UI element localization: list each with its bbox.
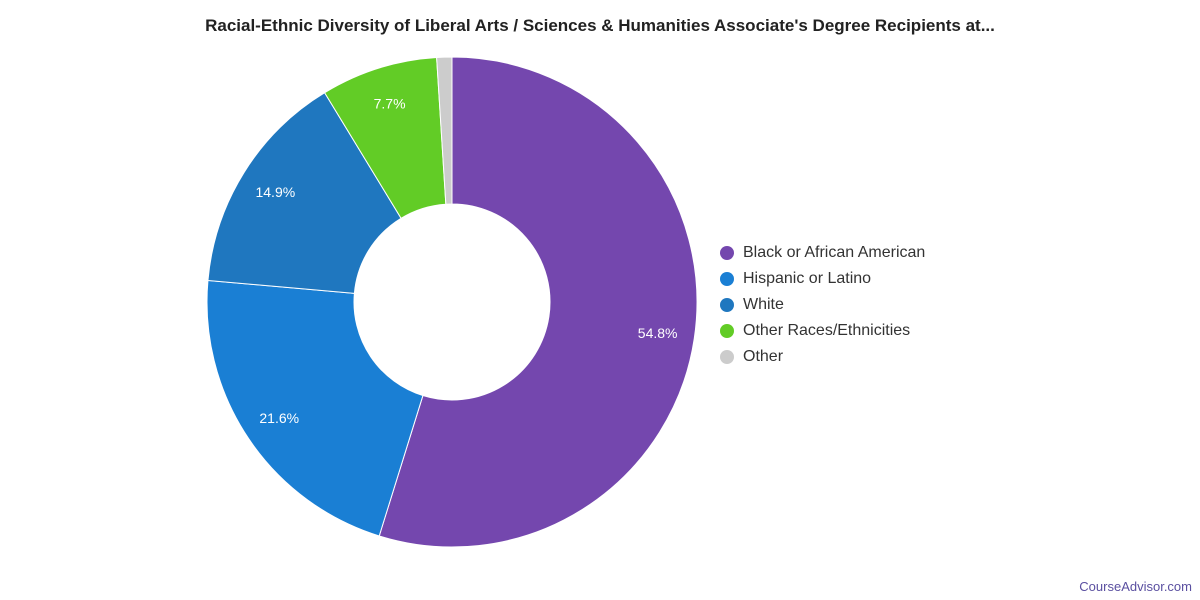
legend-swatch xyxy=(720,246,734,260)
chart-legend: Black or African American Hispanic or Lat… xyxy=(720,240,925,370)
donut-slices xyxy=(206,56,698,548)
legend-item-black-or-african-american[interactable]: Black or African American xyxy=(720,240,925,266)
legend-label: Black or African American xyxy=(743,244,926,261)
slice-other[interactable] xyxy=(436,56,453,205)
legend-swatch xyxy=(720,298,734,312)
chart-title: Racial-Ethnic Diversity of Liberal Arts … xyxy=(205,16,995,35)
slice-hispanic-or-latino[interactable] xyxy=(206,279,424,537)
legend-label: Hispanic or Latino xyxy=(743,270,872,287)
slice-label-white: 14.9% xyxy=(255,184,295,200)
legend-item-other[interactable]: Other xyxy=(720,344,925,370)
legend-item-hispanic-or-latino[interactable]: Hispanic or Latino xyxy=(720,266,925,292)
slice-label-hispanic-or-latino: 21.6% xyxy=(259,410,299,426)
slice-label-black-or-african-american: 54.8% xyxy=(638,325,678,341)
legend-item-white[interactable]: White xyxy=(720,292,925,318)
legend-swatch xyxy=(720,272,734,286)
legend-label: Other xyxy=(743,348,784,365)
slice-label-other-races-ethnicities: 7.7% xyxy=(374,96,406,112)
legend-swatch xyxy=(720,350,734,364)
legend-item-other-races-ethnicities[interactable]: Other Races/Ethnicities xyxy=(720,318,925,344)
slice-black-or-african-american[interactable] xyxy=(378,56,698,548)
legend-swatch xyxy=(720,324,734,338)
watermark[interactable]: CourseAdvisor.com xyxy=(1079,579,1192,594)
slice-labels: 54.8% 21.6% 14.9% 7.7% xyxy=(255,96,677,426)
legend-label: Other Races/Ethnicities xyxy=(743,322,911,339)
slice-white[interactable] xyxy=(207,92,402,294)
legend-label: White xyxy=(743,296,784,313)
